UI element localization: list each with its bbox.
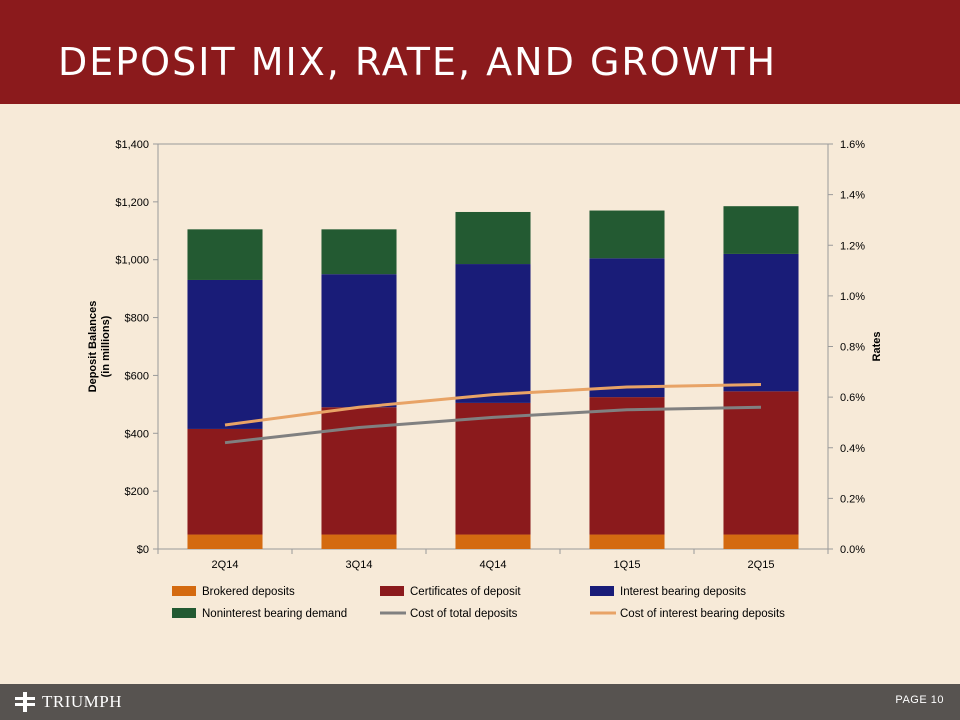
bar-segment xyxy=(455,534,531,549)
x-tick-label: 1Q15 xyxy=(614,559,641,571)
legend-label: Noninterest bearing demand xyxy=(202,608,347,620)
bar-segment xyxy=(723,534,799,549)
y-tick-label: $800 xyxy=(125,313,149,325)
y2-tick-label: 0.2% xyxy=(840,493,865,505)
legend-swatch xyxy=(172,608,196,618)
y2-tick-label: 1.6% xyxy=(840,139,865,151)
y-axis-title-line2: (in millions) xyxy=(100,315,112,377)
bar-segment xyxy=(321,229,397,275)
y2-axis-title: Rates xyxy=(871,332,883,362)
series-line xyxy=(224,405,762,445)
legend-label: Cost of interest bearing deposits xyxy=(620,608,785,620)
y2-tick-label: 0.6% xyxy=(840,392,865,404)
page-number: PAGE 10 xyxy=(895,694,944,706)
x-tick-label: 4Q14 xyxy=(480,559,507,571)
x-tick-label: 2Q15 xyxy=(748,559,775,571)
y-tick-label: $600 xyxy=(125,370,149,382)
deposit-chart: $0 $200 $400 $600 $800 $1,000 $1,200 $1,400 0.0%… xyxy=(87,139,883,620)
page-number-value: 10 xyxy=(930,694,944,706)
x-tick-label: 2Q14 xyxy=(212,559,239,571)
y2-tick-label: 1.4% xyxy=(840,190,865,202)
bar-segment xyxy=(589,210,665,259)
y2-tick-label: 0.8% xyxy=(840,342,865,354)
bar-segment xyxy=(187,534,263,549)
y-tick-label: $1,000 xyxy=(115,255,149,267)
x-tick-label: 3Q14 xyxy=(346,559,373,571)
bar-segment xyxy=(723,206,799,254)
bar-segment xyxy=(455,211,531,265)
bar-segment xyxy=(321,534,397,549)
header-banner: DEPOSIT MIX, RATE, AND GROWTH xyxy=(0,0,960,104)
bar-segment xyxy=(589,258,665,398)
page-title: DEPOSIT MIX, RATE, AND GROWTH xyxy=(58,40,778,84)
bar-segment xyxy=(187,229,263,280)
y2-tick-label: 1.0% xyxy=(840,291,865,303)
bar-segment xyxy=(187,428,263,535)
legend-label: Cost of total deposits xyxy=(410,608,518,620)
bar-segment xyxy=(187,279,263,429)
y-tick-label: $0 xyxy=(137,544,149,556)
bar-segment xyxy=(455,402,531,535)
legend-label: Certificates of deposit xyxy=(410,586,521,598)
y-tick-label: $1,200 xyxy=(115,197,149,209)
legend-swatch xyxy=(172,586,196,596)
footer-bar: TRIUMPH PAGE 10 xyxy=(0,684,960,720)
bar-segment xyxy=(455,264,531,403)
bar-segment xyxy=(723,253,799,392)
page-label: PAGE xyxy=(895,694,928,706)
legend-swatch xyxy=(380,586,404,596)
series-line xyxy=(224,382,762,427)
y-axis-title-line1: Deposit Balances xyxy=(87,301,99,393)
legend-label: Brokered deposits xyxy=(202,586,295,598)
y2-tick-label: 0.4% xyxy=(840,443,865,455)
bar-segment xyxy=(321,274,397,408)
logo-text: TRIUMPH xyxy=(42,692,123,711)
y-tick-label: $400 xyxy=(125,428,149,440)
y2-tick-label: 1.2% xyxy=(840,240,865,252)
bar-segment xyxy=(589,534,665,549)
legend-swatch xyxy=(590,586,614,596)
y-tick-label: $1,400 xyxy=(115,139,149,151)
cross-logo-icon xyxy=(15,692,35,712)
y-tick-label: $200 xyxy=(125,486,149,498)
y2-tick-label: 0.0% xyxy=(840,544,865,556)
bar-segment xyxy=(589,397,665,535)
bar-segment xyxy=(723,391,799,535)
legend-label: Interest bearing deposits xyxy=(620,586,746,598)
triumph-logo: TRIUMPH xyxy=(14,690,122,714)
